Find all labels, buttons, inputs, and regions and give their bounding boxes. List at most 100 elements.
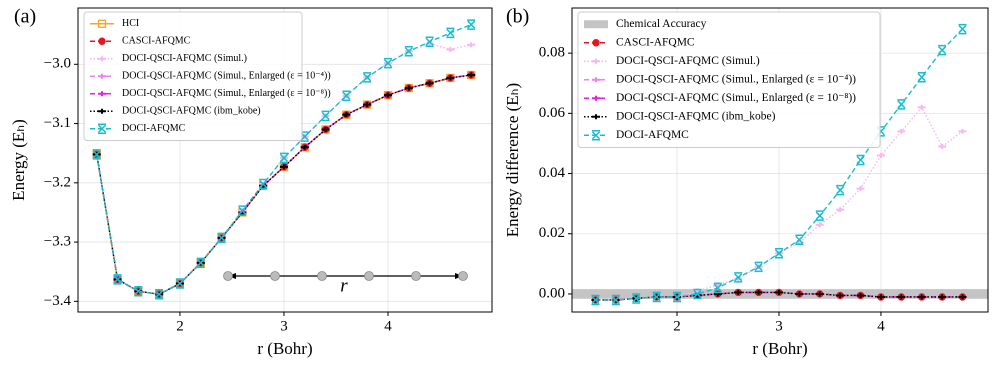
legend-label: DOCI-QSCI-AFQMC (Simul., Enlarged (ε = 1… xyxy=(616,73,856,85)
marker xyxy=(467,19,476,30)
marker xyxy=(815,210,824,221)
marker xyxy=(155,288,164,300)
marker xyxy=(754,289,763,295)
x-axis-label: r (Bohr) xyxy=(257,339,312,358)
marker xyxy=(734,289,743,295)
marker xyxy=(938,294,947,300)
marker xyxy=(917,294,926,300)
x-axis-label: r (Bohr) xyxy=(752,339,807,358)
marker xyxy=(383,92,392,98)
legend-box xyxy=(577,11,881,148)
legend-label: DOCI-QSCI-AFQMC (ibm_kobe) xyxy=(616,110,776,122)
marker xyxy=(815,291,824,297)
marker xyxy=(467,42,476,48)
marker xyxy=(97,123,107,134)
legend: Chemical Accuracy CASCI-AFQMC DOCI-QSCI-AF… xyxy=(577,11,881,148)
atom xyxy=(458,271,468,281)
atom xyxy=(317,271,327,281)
marker xyxy=(795,291,804,297)
marker xyxy=(897,294,906,300)
x-tick-label: 4 xyxy=(877,318,885,334)
marker xyxy=(175,278,184,289)
marker xyxy=(836,292,845,298)
marker xyxy=(321,110,330,122)
marker xyxy=(98,56,106,62)
legend-label: DOCI-AFQMC xyxy=(616,129,689,141)
marker xyxy=(856,292,865,298)
marker xyxy=(876,294,885,300)
marker xyxy=(591,130,601,141)
marker xyxy=(446,75,455,81)
marker xyxy=(632,293,641,304)
legend-label: HCI xyxy=(122,18,139,29)
legend-swatch xyxy=(584,20,608,29)
marker xyxy=(97,19,107,28)
marker xyxy=(591,294,600,306)
legend-label: DOCI-AFQMC xyxy=(122,123,186,134)
x-tick-label: 3 xyxy=(280,318,288,334)
marker xyxy=(342,112,351,118)
marker xyxy=(958,23,967,35)
x-tick-label: 3 xyxy=(775,318,783,334)
atom xyxy=(411,271,421,281)
marker xyxy=(897,128,906,134)
x-tick-label: 4 xyxy=(384,318,392,334)
atom xyxy=(223,271,233,281)
marker xyxy=(404,85,413,91)
y-tick-label: −3.2 xyxy=(44,174,71,190)
marker xyxy=(815,222,824,228)
marker xyxy=(754,261,763,273)
marker xyxy=(217,232,226,244)
marker xyxy=(795,234,804,246)
marker xyxy=(836,184,845,196)
marker xyxy=(856,186,865,192)
marker xyxy=(592,39,600,47)
annotation: r xyxy=(340,275,348,296)
marker xyxy=(425,80,434,86)
marker xyxy=(774,289,783,295)
marker xyxy=(363,72,372,83)
marker xyxy=(98,73,106,79)
y-tick-label: 0.02 xyxy=(539,225,565,241)
atoms xyxy=(223,271,468,281)
marker xyxy=(592,77,600,83)
y-tick-label: −3.4 xyxy=(44,293,72,309)
marker xyxy=(876,152,885,158)
y-axis-label: Energy difference (Eₕ) xyxy=(503,83,522,237)
marker xyxy=(652,291,661,303)
panel: (b) 2 3 4 0.00 0.02 0.04 0.06 0.08 r (Bohr) Energy… xyxy=(503,6,989,358)
marker xyxy=(856,154,865,166)
y-tick-label: 0.04 xyxy=(539,165,566,181)
marker xyxy=(734,272,743,283)
legend-label: DOCI-QSCI-AFQMC (ibm_kobe) xyxy=(122,106,261,117)
marker xyxy=(321,126,330,132)
marker xyxy=(196,257,205,269)
legend: HCI CASCI-AFQMC DOCI-QSCI-AFQMC (Simul.) DO… xyxy=(83,11,331,141)
y-tick-label: 0.00 xyxy=(539,285,565,301)
legend-box xyxy=(83,11,303,141)
marker xyxy=(693,288,702,300)
marker xyxy=(98,37,106,45)
marker xyxy=(134,286,143,297)
atom xyxy=(364,271,374,281)
marker xyxy=(342,90,351,101)
legend-label: Chemical Accuracy xyxy=(616,18,707,30)
molecule-inset: r xyxy=(223,271,468,296)
marker xyxy=(897,99,906,110)
y-tick-label: −3.1 xyxy=(44,115,71,131)
marker xyxy=(300,131,309,142)
legend-label: DOCI-QSCI-AFQMC (Simul., Enlarged (ε = 1… xyxy=(616,92,856,104)
marker xyxy=(279,152,288,164)
marker xyxy=(363,102,372,108)
legend-label: DOCI-QSCI-AFQMC (Simul.) xyxy=(122,53,247,64)
marker xyxy=(958,294,967,300)
marker xyxy=(958,128,967,134)
marker xyxy=(446,27,455,39)
marker xyxy=(259,178,268,190)
legend-label: CASCI-AFQMC xyxy=(616,36,695,48)
marker xyxy=(713,282,722,294)
marker xyxy=(92,149,101,160)
marker xyxy=(113,274,122,285)
marker xyxy=(774,248,784,259)
